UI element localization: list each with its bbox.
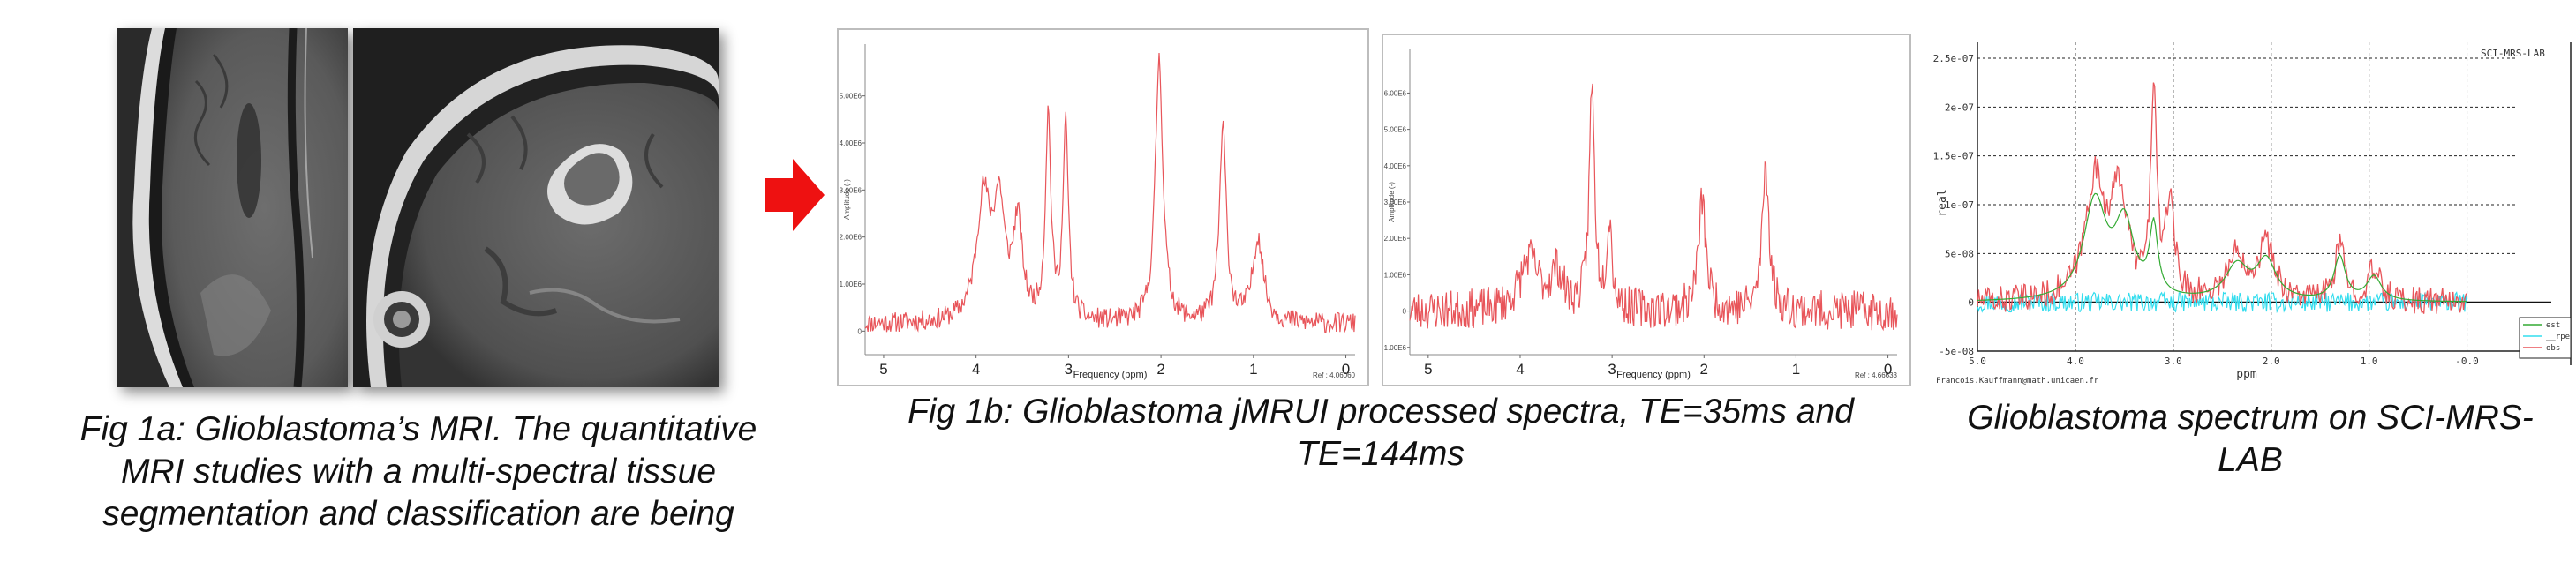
y-tick-label: 2e-07: [1945, 101, 1974, 113]
y-tick-label: 1e-07: [1945, 199, 1974, 211]
y-tick-label: -5e-08: [1939, 346, 1974, 357]
x-tick-label: 1: [1249, 361, 1257, 378]
mri-sagittal-image: [353, 28, 719, 387]
y-axis-label: Amplitude (-): [1388, 182, 1396, 222]
x-axis-label: Frequency (ppm): [1073, 370, 1148, 380]
y-tick-label: 6.00E6: [1384, 89, 1407, 97]
x-tick-label: 5.0: [1969, 356, 1986, 367]
series-est-line: [1977, 192, 2467, 303]
reference-label: Ref : 4.06060: [1313, 371, 1356, 379]
x-tick-label: 5: [1424, 361, 1432, 378]
x-tick-label: 4: [972, 361, 980, 378]
x-tick-label: 1.0: [2361, 356, 2378, 367]
x-tick-label: 2.0: [2263, 356, 2280, 367]
figure-1a-caption: Fig 1a: Glioblastoma’s MRI. The quantita…: [0, 408, 837, 536]
spectrum-line: [1409, 83, 1898, 332]
x-tick-label: 4: [1516, 361, 1524, 378]
y-tick-label: 2.00E6: [840, 234, 862, 242]
legend-label: __rpe: [2546, 333, 2570, 341]
x-tick-label: 0: [1884, 361, 1892, 378]
chart-title: SCI-MRS-LAB: [2481, 48, 2545, 59]
series-obs-line: [1977, 82, 2467, 314]
y-tick-label: 4.00E6: [840, 139, 862, 147]
y-tick-label: 5.00E6: [1384, 126, 1407, 134]
right-arrow-icon: [765, 159, 825, 231]
jmrui-spectrum-te144-chart: 5 4 3 2 1 0 -1.00E6 0 1.00E6 2.00E6 3.00E6 4.00E6 5.…: [1383, 49, 1898, 380]
y-axis-label: Amplitude (-): [843, 179, 851, 220]
y-tick-label: 3.00E6: [1384, 199, 1407, 206]
spectrum-line: [864, 52, 1356, 333]
y-tick-label: 0: [1403, 308, 1407, 316]
caption-line: Glioblastoma spectrum on SCI-MRS-: [1967, 399, 2534, 437]
jmrui-spectrum-te35-chart: 5 4 3 2 1 0 0 1.00E6 2.00E6 3.00E6 4.00E6 5.00E6 Amp…: [840, 44, 1356, 380]
jmrui-spectrum-te144-panel: 5 4 3 2 1 0 -1.00E6 0 1.00E6 2.00E6 3.00E6 4.00E6 5.…: [1382, 34, 1911, 386]
x-axis-label: ppm: [2236, 368, 2257, 381]
x-tick-label: 2: [1156, 361, 1164, 378]
legend-label: obs: [2546, 344, 2560, 353]
caption-line: LAB: [2218, 441, 2283, 479]
y-tick-label: 1.00E6: [1384, 271, 1407, 279]
x-tick-label: 4.0: [2067, 356, 2084, 367]
y-tick-label: 4.00E6: [1384, 162, 1407, 170]
caption-line: segmentation and classification are bein…: [102, 495, 734, 533]
y-tick-label: 3.00E6: [840, 186, 862, 194]
figure-1b-caption: Fig 1b: Glioblastoma jMRUI processed spe…: [837, 391, 1924, 476]
caption-line: MRI studies with a multi-spectral tissue: [120, 453, 717, 491]
x-tick-label: 3.0: [2165, 356, 2182, 367]
figure-1c-caption: Glioblastoma spectrum on SCI-MRS- LAB: [1924, 397, 2576, 482]
y-tick-label: 2.5e-07: [1933, 53, 1974, 64]
caption-line: TE=144ms: [1297, 435, 1465, 473]
y-axis-label: real: [1936, 189, 1949, 216]
x-tick-label: 3: [1065, 361, 1073, 378]
sci-mrs-lab-chart: -5e-08 0 5e-08 1e-07 1.5e-07 2e-07 2.5e-07 5.0 4…: [1933, 42, 2572, 386]
y-tick-label: 1.00E6: [840, 281, 862, 288]
x-tick-label: 3: [1608, 361, 1616, 378]
x-tick-label: 2: [1700, 361, 1708, 378]
x-tick-label: -0.0: [2455, 356, 2479, 367]
x-tick-label: 0: [1342, 361, 1350, 378]
y-tick-label: -1.00E6: [1383, 344, 1407, 352]
jmrui-spectrum-te35-panel: 5 4 3 2 1 0 0 1.00E6 2.00E6 3.00E6 4.00E6 5.00E6 Amp…: [837, 28, 1369, 386]
y-tick-label: 5e-08: [1945, 248, 1974, 259]
reference-label: Ref : 4.66633: [1855, 371, 1898, 379]
y-tick-label: 5.00E6: [840, 93, 862, 101]
y-tick-label: 0: [858, 327, 862, 335]
y-tick-label: 2.00E6: [1384, 235, 1407, 243]
y-tick-label: 0: [1968, 297, 1974, 309]
credit-label: Francois.Kauffmann@math.unicaen.fr: [1936, 377, 2099, 386]
legend-label: est: [2546, 321, 2560, 330]
x-axis-label: Frequency (ppm): [1616, 370, 1691, 380]
mri-axial-image: [117, 28, 348, 387]
y-tick-label: 1.5e-07: [1933, 151, 1974, 162]
caption-line: Fig 1a: Glioblastoma’s MRI. The quantita…: [79, 410, 757, 448]
sci-mrs-lab-panel: -5e-08 0 5e-08 1e-07 1.5e-07 2e-07 2.5e-07 5.0 4…: [1933, 26, 2576, 388]
caption-line: Fig 1b: Glioblastoma jMRUI processed spe…: [908, 393, 1854, 431]
x-tick-label: 5: [879, 361, 887, 378]
x-tick-label: 1: [1792, 361, 1800, 378]
